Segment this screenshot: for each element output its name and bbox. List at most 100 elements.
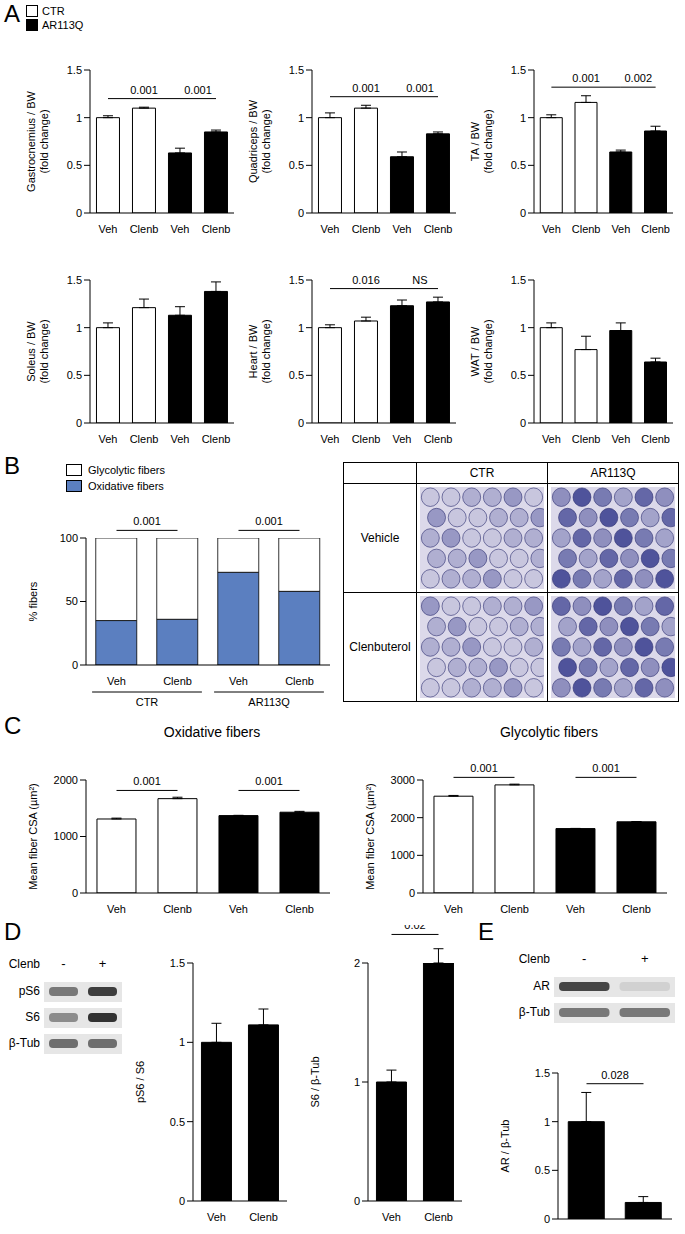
svg-text:Quadriceps / BW(fold change): Quadriceps / BW(fold change) xyxy=(247,99,272,183)
svg-text:pS6 / S6: pS6 / S6 xyxy=(134,1061,146,1103)
svg-text:1: 1 xyxy=(76,112,82,124)
svg-text:Clenb: Clenb xyxy=(163,903,192,915)
svg-text:AR113Q: AR113Q xyxy=(248,696,290,708)
svg-text:Clenb: Clenb xyxy=(424,433,453,445)
svg-text:Veh: Veh xyxy=(611,223,630,235)
svg-text:β-Tub: β-Tub xyxy=(9,1036,40,1050)
svg-text:0.016: 0.016 xyxy=(352,274,380,286)
svg-text:1.5: 1.5 xyxy=(67,64,82,76)
svg-text:Veh: Veh xyxy=(107,675,126,687)
svg-text:S6 / β-Tub: S6 / β-Tub xyxy=(309,1056,321,1107)
svg-text:1: 1 xyxy=(298,322,304,334)
svg-text:Clenb: Clenb xyxy=(163,675,192,687)
svg-text:0.028: 0.028 xyxy=(601,1069,629,1081)
svg-text:S6: S6 xyxy=(25,1010,40,1024)
svg-text:+: + xyxy=(99,956,107,971)
svg-text:3000: 3000 xyxy=(391,774,415,786)
svg-text:0.5: 0.5 xyxy=(67,369,82,381)
svg-text:1: 1 xyxy=(354,1076,360,1088)
svg-text:Clenb: Clenb xyxy=(572,223,601,235)
svg-text:0.001: 0.001 xyxy=(184,84,212,96)
svg-text:0: 0 xyxy=(520,417,526,429)
svg-text:0: 0 xyxy=(520,207,526,219)
svg-text:0: 0 xyxy=(544,1213,550,1225)
svg-text:+: + xyxy=(641,951,649,966)
svg-text:Veh: Veh xyxy=(321,433,340,445)
svg-text:0: 0 xyxy=(72,887,78,899)
svg-text:1: 1 xyxy=(520,322,526,334)
svg-text:Clenb: Clenb xyxy=(519,952,551,966)
svg-text:-: - xyxy=(582,951,586,966)
svg-text:0.001: 0.001 xyxy=(130,84,158,96)
svg-text:Mean fiber CSA (µm²): Mean fiber CSA (µm²) xyxy=(27,783,39,890)
svg-text:50: 50 xyxy=(66,595,78,607)
svg-text:1.5: 1.5 xyxy=(170,957,185,969)
svg-text:1.5: 1.5 xyxy=(289,64,304,76)
svg-text:0: 0 xyxy=(298,207,304,219)
svg-text:pS6: pS6 xyxy=(19,984,41,998)
svg-text:1: 1 xyxy=(76,322,82,334)
svg-text:100: 100 xyxy=(60,532,78,544)
svg-text:Veh: Veh xyxy=(542,223,561,235)
svg-text:Veh: Veh xyxy=(566,903,585,915)
svg-text:Clenb: Clenb xyxy=(249,1211,278,1223)
svg-text:Veh: Veh xyxy=(382,1211,401,1223)
svg-text:Veh: Veh xyxy=(107,903,126,915)
svg-text:Veh: Veh xyxy=(171,223,190,235)
svg-text:1.5: 1.5 xyxy=(511,274,526,286)
svg-text:Veh: Veh xyxy=(229,675,248,687)
svg-text:0.001: 0.001 xyxy=(470,762,498,774)
svg-text:2: 2 xyxy=(354,957,360,969)
svg-text:1000: 1000 xyxy=(54,830,78,842)
svg-text:0: 0 xyxy=(298,417,304,429)
svg-text:% fibers: % fibers xyxy=(27,581,39,621)
svg-text:Clenb: Clenb xyxy=(202,433,231,445)
svg-text:2000: 2000 xyxy=(54,774,78,786)
svg-text:-: - xyxy=(61,956,65,971)
svg-text:0: 0 xyxy=(76,207,82,219)
svg-text:0.001: 0.001 xyxy=(572,72,600,84)
svg-text:Clenb: Clenb xyxy=(500,903,529,915)
svg-text:Veh: Veh xyxy=(393,433,412,445)
svg-text:Veh: Veh xyxy=(99,433,118,445)
svg-text:Soleus / BW(fold change): Soleus / BW(fold change) xyxy=(25,319,50,383)
svg-text:0: 0 xyxy=(409,887,415,899)
svg-text:1.5: 1.5 xyxy=(67,274,82,286)
svg-text:0.5: 0.5 xyxy=(67,159,82,171)
svg-text:TA / BW(fold change): TA / BW(fold change) xyxy=(469,109,494,173)
svg-text:Clenb: Clenb xyxy=(641,433,670,445)
svg-text:Clenb: Clenb xyxy=(352,433,381,445)
svg-text:1: 1 xyxy=(179,1036,185,1048)
svg-text:β-Tub: β-Tub xyxy=(519,1005,550,1019)
svg-text:0: 0 xyxy=(354,1195,360,1207)
svg-text:0.5: 0.5 xyxy=(535,1164,550,1176)
svg-text:0.001: 0.001 xyxy=(255,515,283,527)
svg-text:Clenb: Clenb xyxy=(202,223,231,235)
svg-text:Clenb: Clenb xyxy=(424,223,453,235)
svg-text:Veh: Veh xyxy=(207,1211,226,1223)
svg-text:Veh: Veh xyxy=(542,433,561,445)
svg-text:0.001: 0.001 xyxy=(133,775,161,787)
svg-text:CTR: CTR xyxy=(136,696,159,708)
svg-text:Veh: Veh xyxy=(171,433,190,445)
svg-text:0.001: 0.001 xyxy=(352,82,380,94)
svg-text:Veh: Veh xyxy=(99,223,118,235)
svg-text:0: 0 xyxy=(72,659,78,671)
svg-text:1: 1 xyxy=(520,112,526,124)
svg-text:0.5: 0.5 xyxy=(170,1116,185,1128)
svg-text:1000: 1000 xyxy=(391,849,415,861)
svg-text:Veh: Veh xyxy=(611,433,630,445)
svg-text:0: 0 xyxy=(76,417,82,429)
svg-text:NS: NS xyxy=(412,274,427,286)
svg-text:Veh: Veh xyxy=(444,903,463,915)
svg-text:Clenb: Clenb xyxy=(9,957,41,971)
svg-text:1.5: 1.5 xyxy=(511,64,526,76)
svg-text:Clenb: Clenb xyxy=(622,903,651,915)
svg-text:Clenb: Clenb xyxy=(285,903,314,915)
svg-text:AR: AR xyxy=(533,979,550,993)
svg-text:WAT / BW(fold change): WAT / BW(fold change) xyxy=(469,319,494,383)
svg-text:Veh: Veh xyxy=(321,223,340,235)
svg-text:0.002: 0.002 xyxy=(624,72,652,84)
svg-text:Veh: Veh xyxy=(393,223,412,235)
svg-text:Clenb: Clenb xyxy=(424,1211,453,1223)
